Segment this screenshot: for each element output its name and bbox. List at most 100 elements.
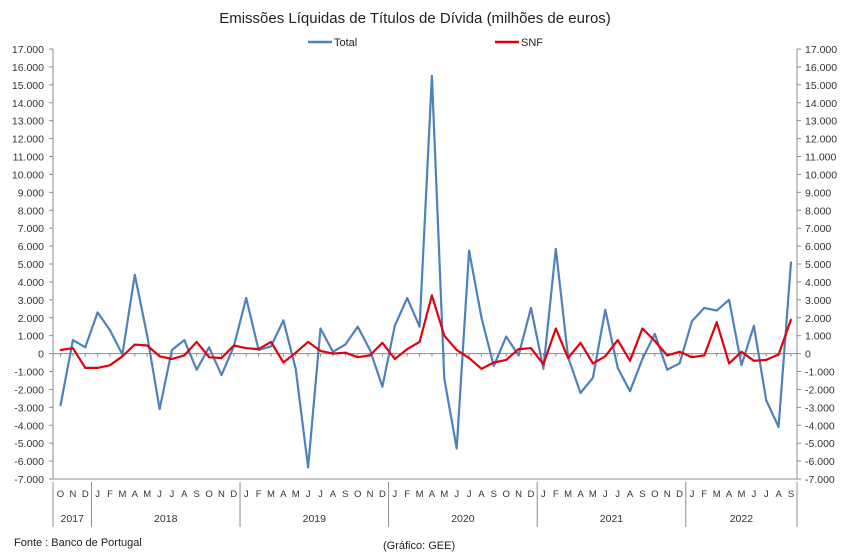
data-point	[294, 351, 297, 354]
month-label: J	[615, 489, 620, 500]
left-tick-label: -5.000	[14, 438, 44, 450]
data-point	[455, 447, 458, 450]
data-point	[740, 350, 743, 353]
data-point	[356, 356, 359, 359]
data-point	[505, 335, 508, 338]
data-point	[678, 362, 681, 365]
right-tick-label: -7.000	[805, 474, 835, 486]
data-point	[579, 341, 582, 344]
month-label: M	[564, 489, 572, 500]
data-point	[790, 318, 792, 321]
data-point	[71, 347, 74, 350]
data-point	[492, 361, 495, 364]
data-point	[133, 273, 136, 276]
data-point	[492, 365, 495, 368]
data-point	[431, 74, 433, 77]
month-label: F	[256, 489, 262, 500]
data-point	[319, 349, 322, 352]
data-point	[59, 404, 62, 407]
month-label: A	[132, 489, 139, 500]
data-point	[517, 354, 520, 357]
data-point	[554, 247, 557, 250]
left-tick-label: 6.000	[18, 241, 44, 253]
left-tick-label: -7.000	[14, 474, 44, 486]
data-point	[245, 347, 248, 350]
month-label: A	[181, 489, 188, 500]
month-label: M	[738, 489, 746, 500]
left-tick-label: 7.000	[18, 223, 44, 235]
month-label: N	[515, 489, 522, 500]
month-label: F	[107, 489, 113, 500]
data-point	[232, 344, 235, 347]
data-point	[703, 306, 706, 309]
left-tick-label: -6.000	[14, 456, 44, 468]
right-tick-label: 0	[805, 349, 811, 361]
right-tick-label: 3.000	[805, 295, 831, 307]
year-label: 2021	[600, 513, 624, 525]
left-tick-label: -2.000	[14, 384, 44, 396]
data-point	[71, 339, 74, 342]
month-label: J	[95, 489, 100, 500]
left-tick-label: -3.000	[14, 402, 44, 414]
data-point	[393, 358, 396, 360]
month-label: J	[392, 489, 397, 500]
month-label: N	[664, 489, 671, 500]
right-tick-label: 5.000	[805, 259, 831, 271]
data-point	[666, 368, 669, 371]
month-label: J	[306, 489, 311, 500]
right-tick-label: 2.000	[805, 313, 831, 325]
month-label: S	[342, 489, 348, 500]
right-tick-label: -2.000	[805, 384, 835, 396]
data-point	[307, 341, 310, 343]
right-tick-label: -1.000	[805, 367, 835, 379]
legend-item-snf: SNF	[495, 37, 543, 49]
data-point	[579, 392, 582, 394]
data-point	[443, 334, 446, 337]
data-point	[740, 364, 743, 367]
data-point	[294, 367, 297, 370]
data-point	[691, 320, 693, 323]
left-tick-label: 1.000	[18, 331, 44, 343]
right-tick-label: 11.000	[805, 152, 836, 164]
left-tick-label: 15.000	[12, 80, 44, 92]
month-label: N	[69, 489, 76, 500]
month-label: J	[603, 489, 608, 500]
month-label: N	[218, 489, 225, 500]
data-point	[653, 340, 656, 342]
left-tick-label: -4.000	[14, 420, 44, 432]
data-point	[728, 298, 730, 301]
data-point	[84, 346, 87, 349]
month-label: J	[751, 489, 756, 500]
year-label: 2017	[61, 513, 85, 525]
month-label: F	[701, 489, 707, 500]
month-label: S	[194, 489, 200, 500]
month-label: J	[244, 489, 249, 500]
data-point	[171, 358, 173, 360]
data-point	[431, 294, 433, 297]
right-tick-label: 6.000	[805, 241, 831, 253]
month-label: O	[205, 489, 212, 500]
month-label: J	[170, 489, 175, 500]
left-tick-label: -1.000	[14, 367, 44, 379]
data-point	[641, 358, 644, 360]
right-tick-label: 4.000	[805, 277, 831, 289]
legend-label: SNF	[521, 37, 543, 49]
month-label: D	[676, 489, 683, 500]
data-point	[121, 355, 124, 358]
data-point	[171, 349, 173, 351]
data-point	[109, 364, 111, 367]
data-point	[616, 339, 619, 342]
month-label: A	[577, 489, 584, 500]
data-point	[331, 350, 334, 353]
month-label: D	[230, 489, 237, 500]
data-point	[777, 353, 780, 356]
data-point	[245, 297, 248, 299]
month-label: A	[280, 489, 287, 500]
right-tick-label: -6.000	[805, 456, 835, 468]
data-point	[270, 345, 272, 348]
legend: Total SNF	[308, 37, 543, 49]
month-label: M	[713, 489, 721, 500]
right-tick-label: -3.000	[805, 402, 835, 414]
chart-title: Emissões Líquidas de Títulos de Dívida (…	[219, 10, 611, 27]
